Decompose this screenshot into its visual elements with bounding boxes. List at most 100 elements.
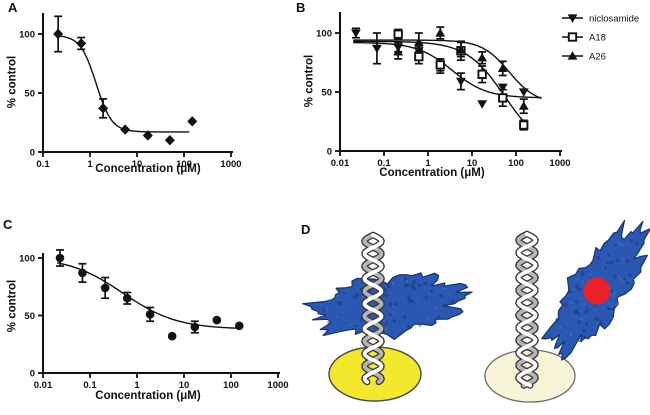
tick-label: 1000 <box>267 380 288 391</box>
tick-label: 1000 <box>549 158 570 169</box>
legend-item-niclosamide: niclosamide <box>562 14 639 25</box>
tick-label: 10 <box>132 159 143 170</box>
tick-labels: 0.01 0.1 1 10 100 1000 0 50 100 <box>19 254 288 392</box>
dna-strand-front <box>362 233 384 384</box>
fit-curve-A26 <box>353 39 542 99</box>
tick-label: 100 <box>176 159 192 170</box>
scene-protein-displaced <box>484 219 650 403</box>
triangle-up-marker <box>497 63 508 72</box>
red-inhibitor-dot <box>583 277 611 305</box>
axes <box>42 253 280 374</box>
tick-label: 0 <box>327 147 332 158</box>
tick-label: 1 <box>87 159 93 170</box>
diamond-marker <box>142 130 153 141</box>
protein-texture <box>555 239 642 344</box>
diamond-marker <box>76 38 87 49</box>
panel-b-x-axis-title: Concentration (μM) <box>379 167 485 179</box>
triangle-down-marker <box>372 44 382 54</box>
panel-b-dose-response-chart: 0.01 0.1 1 10 100 1000 0 50 100 niclosamide A18 A26 <box>316 12 639 170</box>
legend-label-A18: A18 <box>589 33 606 44</box>
square-open-marker <box>393 29 403 39</box>
tick-label: 1 <box>134 380 140 391</box>
error-bars <box>54 15 108 119</box>
fit-curve-A18 <box>353 40 527 125</box>
tick-labels: 0.1 1 10 100 1000 0 50 100 <box>19 30 241 171</box>
tick-label: 50 <box>321 88 332 99</box>
dna-double-helix <box>515 230 539 389</box>
tick-label: 0 <box>30 148 35 159</box>
panel-c-x-axis-title: Concentration (μM) <box>95 390 201 402</box>
tick-label: 100 <box>223 380 239 391</box>
legend-item-A26: A26 <box>562 51 606 63</box>
triangle-up-marker <box>393 46 404 56</box>
circle-marker <box>145 310 155 319</box>
tick-label: 0.1 <box>83 380 97 391</box>
protein-surface <box>302 272 473 341</box>
square-open-marker <box>477 69 487 79</box>
tick-label: 0.1 <box>377 158 391 169</box>
tick-label: 100 <box>19 30 35 41</box>
panel-label-b: B <box>296 0 306 15</box>
circle-marker <box>167 331 177 341</box>
diamond-marker <box>187 116 198 127</box>
tick-label: 0.1 <box>36 159 50 170</box>
fit-curve-niclosamide <box>353 41 542 99</box>
triangle-down-marker <box>567 14 578 23</box>
panel-d-mechanism-diagram <box>302 219 650 403</box>
triangle-up-marker <box>456 44 466 54</box>
triangle-up-marker <box>518 101 529 110</box>
tick-label: 50 <box>24 89 35 100</box>
triangle-down-marker <box>351 29 361 38</box>
ticks <box>335 32 561 156</box>
error-bars <box>351 27 465 91</box>
circle-marker <box>212 315 222 325</box>
tick-label: 1 <box>425 158 431 169</box>
tick-label: 10 <box>179 380 190 391</box>
panel-a-y-axis-title: % control <box>6 55 19 109</box>
triangle-down-marker <box>456 77 466 87</box>
panel-b-y-axis-title: % control <box>303 54 316 108</box>
tick-label: 100 <box>316 29 332 40</box>
ticks <box>38 33 232 157</box>
tick-labels: 0.01 0.1 1 10 100 1000 0 50 100 <box>316 29 570 170</box>
fit-curves <box>353 39 542 125</box>
triangle-up-marker <box>567 51 578 60</box>
panel-a-x-axis-title: Concentration (μM) <box>95 163 201 175</box>
diamond-marker <box>164 135 175 146</box>
tick-label: 0.01 <box>331 158 350 169</box>
tick-label: 0 <box>30 369 35 380</box>
panel-a-dose-response-chart: 0.1 1 10 100 1000 0 50 100 <box>19 13 242 171</box>
diamond-marker <box>53 28 64 40</box>
series-compound <box>53 15 198 146</box>
triangle-up-marker <box>477 52 488 62</box>
panel-c-y-axis-title: % control <box>6 279 19 333</box>
panel-label-a: A <box>8 0 18 15</box>
tick-label: 10 <box>467 158 478 169</box>
series-compound <box>55 249 244 341</box>
legend-item-A18: A18 <box>562 32 606 44</box>
tick-label: 100 <box>19 254 35 265</box>
series-A26 <box>393 26 529 115</box>
series-A18 <box>393 28 529 131</box>
legend-label-niclosamide: niclosamide <box>589 14 639 25</box>
legend-label-A26: A26 <box>589 52 606 63</box>
scene-protein-on-dna <box>302 231 473 402</box>
diamond-marker <box>98 103 109 114</box>
legend: niclosamide A18 A26 <box>562 14 639 63</box>
dna-strand-front <box>516 232 538 388</box>
circle-marker <box>78 268 87 278</box>
panel-c-dose-response-chart: 0.01 0.1 1 10 100 1000 0 50 100 <box>19 249 289 392</box>
tick-label: 100 <box>508 158 524 169</box>
fit-curves <box>56 35 190 133</box>
blue-protein-bound <box>302 272 473 341</box>
dna-double-helix <box>361 231 385 386</box>
fit-curve-compound <box>56 35 190 133</box>
square-open-marker <box>567 32 578 42</box>
tick-label: 50 <box>24 311 35 322</box>
circle-marker <box>234 321 244 331</box>
panel-label-c: C <box>3 217 13 232</box>
circle-marker <box>190 322 200 332</box>
triangle-down-marker <box>518 88 529 97</box>
panel-label-d: D <box>301 222 311 237</box>
